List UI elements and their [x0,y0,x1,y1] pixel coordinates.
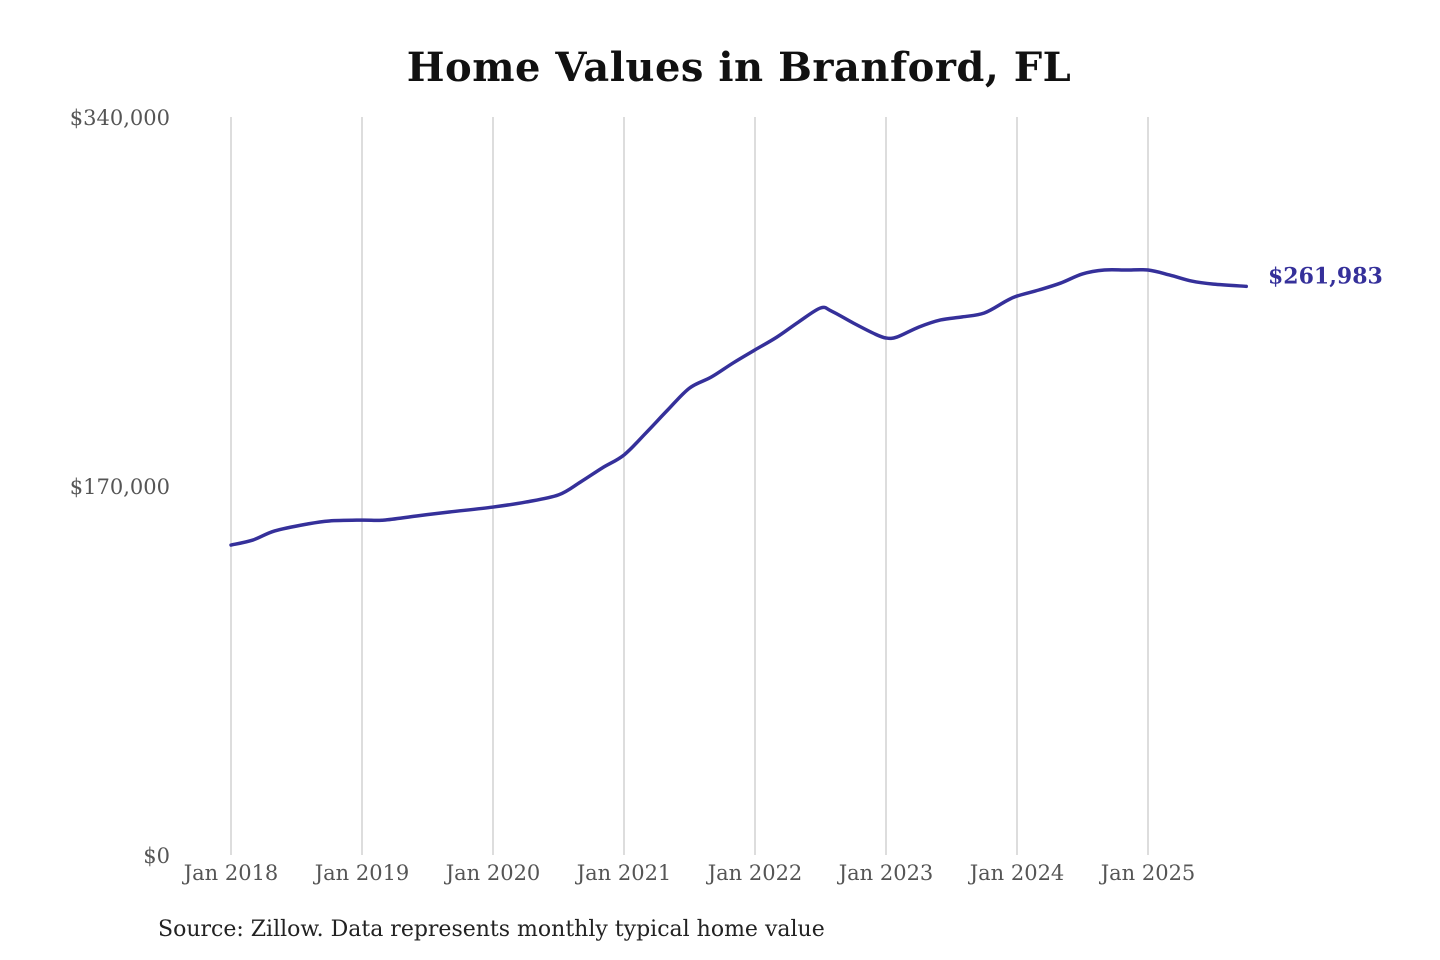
y-tick-label: $0 [143,844,170,868]
x-tick-label: Jan 2019 [313,861,410,885]
y-tick-label: $170,000 [70,475,170,499]
end-value-label: $261,983 [1268,263,1383,289]
x-tick-label: Jan 2024 [968,861,1065,885]
source-note: Source: Zillow. Data represents monthly … [158,917,825,942]
x-tick-label: Jan 2023 [837,861,934,885]
x-tick-label: Jan 2018 [182,861,279,885]
x-tick-label: Jan 2022 [706,861,803,885]
y-tick-label: $340,000 [70,106,170,130]
x-tick-label: Jan 2021 [575,861,672,885]
x-tick-label: Jan 2025 [1099,861,1196,885]
chart-title: Home Values in Branford, FL [406,44,1072,91]
home-value-line [229,267,1248,547]
x-tick-label: Jan 2020 [444,861,541,885]
